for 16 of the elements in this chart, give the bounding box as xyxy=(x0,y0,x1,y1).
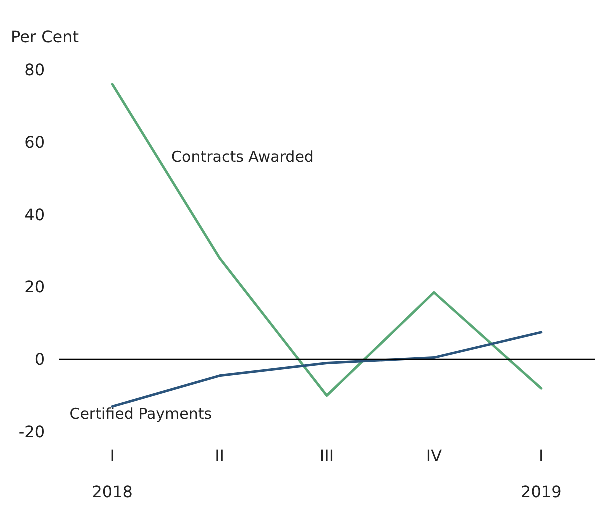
y-tick-label: 60 xyxy=(24,132,45,152)
series-label: Certified Payments xyxy=(70,404,212,423)
x-tick-label: III xyxy=(320,446,334,466)
y-tick-label: 20 xyxy=(24,278,45,297)
y-tick-label: 0 xyxy=(34,350,45,370)
line-series xyxy=(111,331,543,408)
x-tick-label: II xyxy=(215,446,225,466)
series-label: Contracts Awarded xyxy=(172,148,314,166)
x-tick-label: I 2018 xyxy=(92,446,133,502)
y-tick-label: 40 xyxy=(24,205,45,224)
y-axis-title: Per Cent xyxy=(11,28,80,46)
y-tick-label: 80 xyxy=(24,60,45,80)
y-tick-label: -20 xyxy=(18,422,45,442)
x-tick-label: IV xyxy=(426,446,442,466)
line-series xyxy=(111,83,543,398)
x-tick-label: I 2019 xyxy=(521,446,562,502)
